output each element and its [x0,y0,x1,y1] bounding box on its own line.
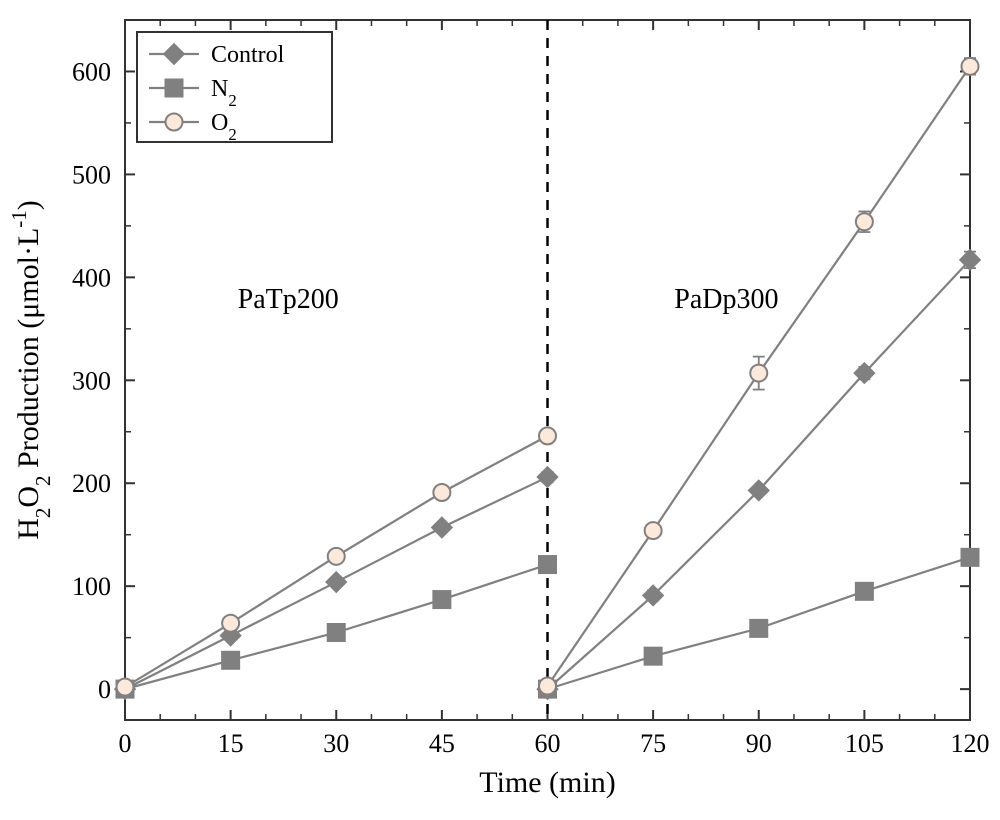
marker-circle-icon [166,114,183,131]
marker-circle-icon [856,213,873,230]
marker-circle-icon [433,484,450,501]
marker-square-icon [328,624,345,641]
marker-circle-icon [222,615,239,632]
annotation-label: PaDp300 [674,284,778,315]
x-tick-label: 60 [535,729,561,758]
series-o2_left [117,427,557,695]
x-tick-label: 30 [323,729,349,758]
marker-square-icon [433,591,450,608]
annotation-label: PaTp200 [238,284,339,315]
marker-diamond-icon [538,467,558,487]
x-tick-label: 0 [119,729,132,758]
x-tick-label: 90 [746,729,772,758]
x-tick-label: 45 [429,729,455,758]
x-tick-label: 75 [640,729,666,758]
y-tick-label: 100 [72,572,111,601]
series-n2_right [539,549,979,698]
marker-square-icon [856,583,873,600]
x-axis-label: Time (min) [479,766,615,799]
marker-diamond-icon [432,518,452,538]
series-o2_right [539,58,979,695]
chart-svg: 0 15 30 45 60 75 90 105 120 0 100 200 300 400 500 600 Ti… [0,0,1000,820]
y-tick-label: 200 [72,469,111,498]
marker-square-icon [645,648,662,665]
y-tick-label: 600 [72,57,111,86]
x-tick-label: 105 [845,729,884,758]
marker-square-icon [750,620,767,637]
x-tick-label: 15 [218,729,244,758]
y-axis-label: H2O2 Production (μmol·L-1) [7,200,55,540]
marker-circle-icon [539,678,556,695]
marker-square-icon [166,80,183,97]
y-tick-label: 300 [72,366,111,395]
x-tick-label: 120 [951,729,990,758]
marker-square-icon [539,556,556,573]
y-tick-label: 500 [72,160,111,189]
chart-container: 0 15 30 45 60 75 90 105 120 0 100 200 300 400 500 600 Ti… [0,0,1000,820]
legend: ControlN2O2 [137,32,332,144]
marker-diamond-icon [326,572,346,592]
y-tick-label: 0 [98,675,111,704]
marker-circle-icon [962,58,979,75]
marker-circle-icon [328,548,345,565]
legend-label: Control [211,42,285,68]
marker-square-icon [222,652,239,669]
marker-circle-icon [117,679,134,696]
marker-square-icon [962,549,979,566]
marker-circle-icon [645,522,662,539]
marker-circle-icon [539,427,556,444]
y-tick-label: 400 [72,263,111,292]
marker-circle-icon [750,365,767,382]
